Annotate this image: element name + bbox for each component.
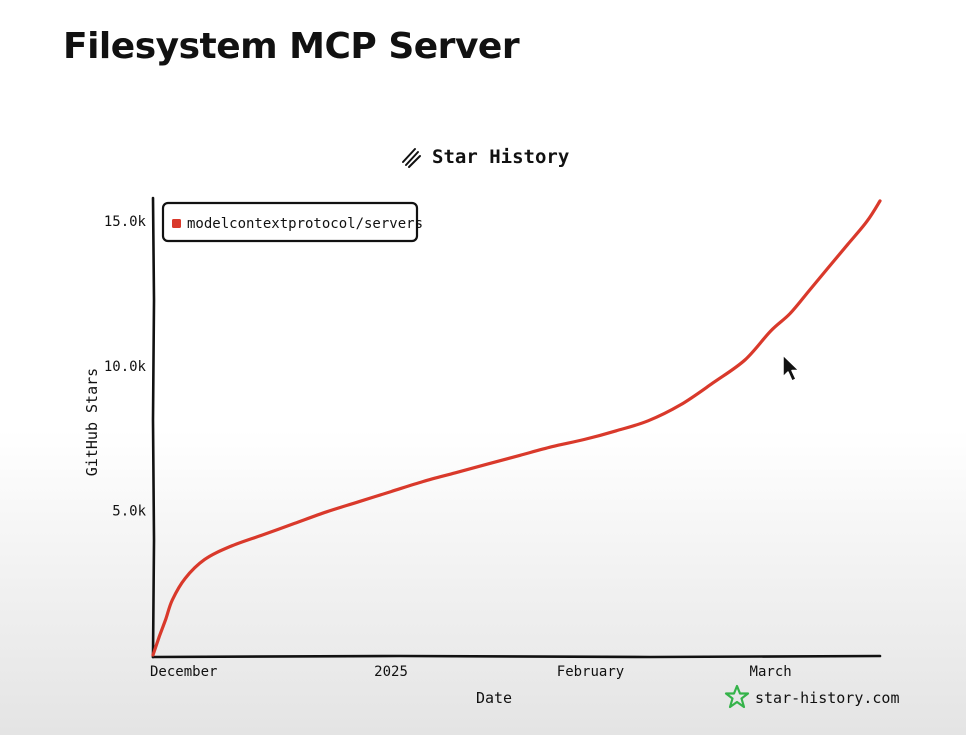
y-tick-label: 10.0k [104,359,147,375]
y-axis-ticks: 5.0k 10.0k 15.0k [104,214,147,519]
chart-header: Star History [402,146,569,168]
y-tick-label: 5.0k [112,503,146,519]
x-tick-label: February [557,664,624,680]
page-title: Filesystem MCP Server [63,26,520,67]
legend: modelcontextprotocol/servers [161,201,423,243]
x-tick-label: 2025 [374,664,408,680]
x-axis-label: Date [476,689,512,707]
axes [151,196,882,659]
legend-swatch [172,219,181,228]
series-group [151,199,882,657]
mouse-cursor-icon [782,354,800,382]
legend-box [161,201,419,243]
star-history-logo-icon [402,148,421,168]
series-line-modelcontextprotocol-servers [151,199,882,657]
legend-label: modelcontextprotocol/servers [187,216,423,232]
x-tick-label: December [150,664,217,680]
y-axis-label: GitHub Stars [83,368,101,476]
x-axis-ticks: December 2025 February March [150,664,792,680]
y-tick-label: 15.0k [104,214,147,230]
watermark[interactable]: star-history.com [724,684,900,709]
x-axis-line [151,654,882,659]
x-tick-label: March [750,664,792,680]
watermark-text: star-history.com [755,689,900,707]
chart-title: Star History [432,146,569,168]
y-axis-line [151,196,156,659]
star-outline-icon [724,684,750,709]
